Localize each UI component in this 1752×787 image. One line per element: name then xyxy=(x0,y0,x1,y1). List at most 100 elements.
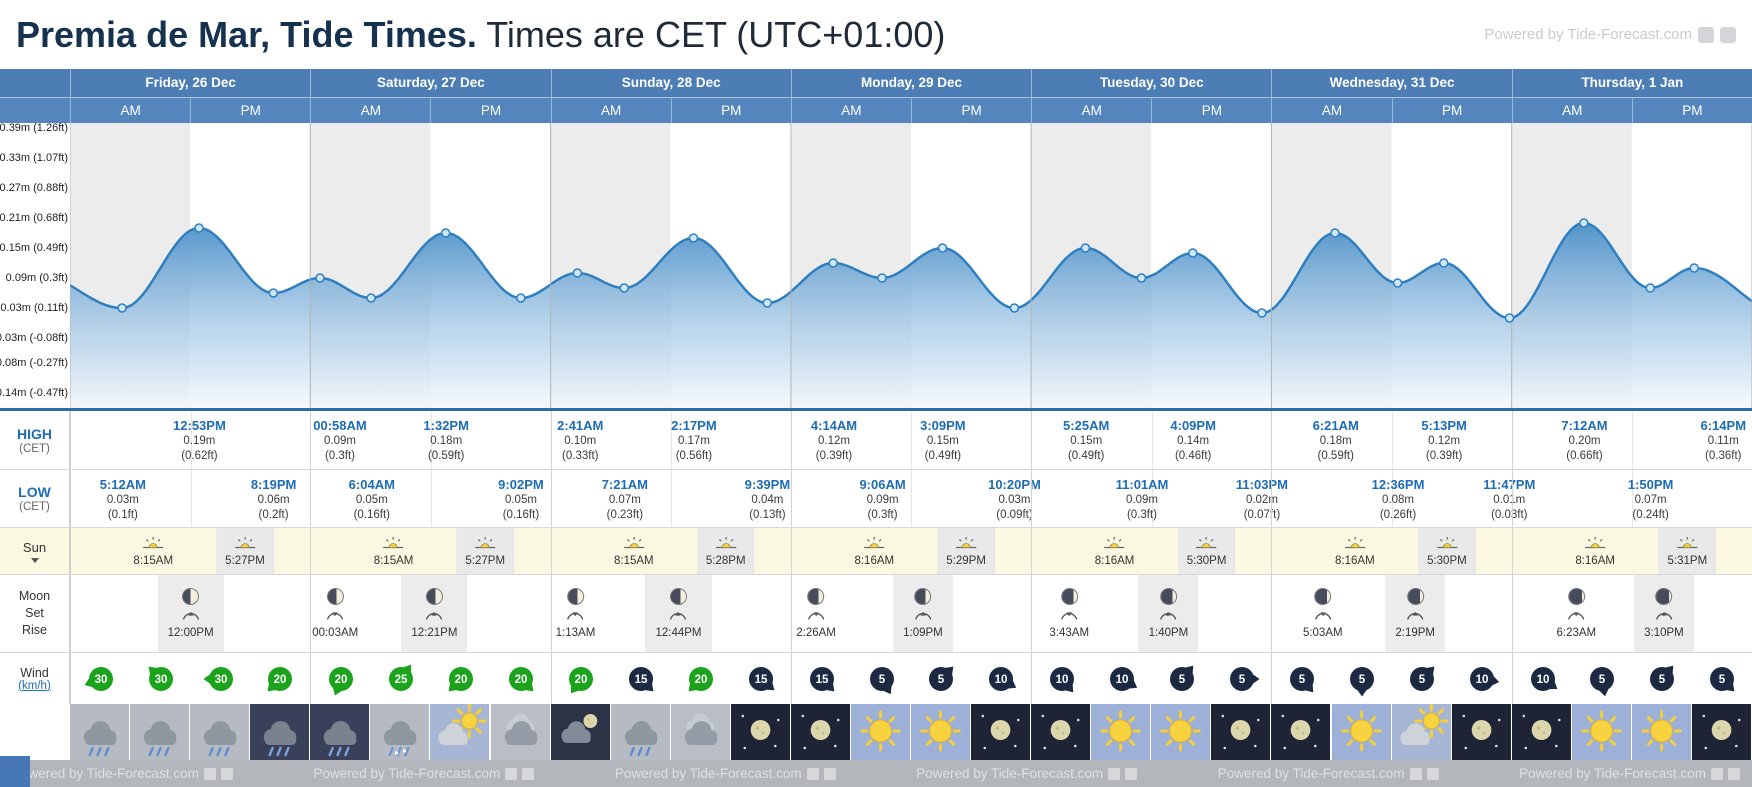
share-badge-icon[interactable] xyxy=(1698,26,1714,43)
ampm-label-am: AM xyxy=(310,98,430,123)
weather-icon-clear-night xyxy=(1031,704,1092,760)
half-day-separator xyxy=(671,470,673,527)
sunrise-time: 8:15AM xyxy=(133,554,174,567)
sunset-time: 5:30PM xyxy=(1427,554,1467,567)
tide-height-m: 0.09m xyxy=(866,494,899,507)
weather-icon-clear-night xyxy=(790,704,851,760)
wind-indicator: 5 xyxy=(1644,661,1680,697)
wind-speed: 20 xyxy=(454,674,467,686)
moon-time: 12:00PM xyxy=(167,627,214,639)
sunrise-time: 8:16AM xyxy=(1094,554,1135,567)
moon-rise-label-text: Rise xyxy=(21,622,47,637)
tide-time: 11:01AM xyxy=(1115,477,1169,492)
half-day-separator xyxy=(1151,411,1153,469)
wind-speed: 5 xyxy=(1299,674,1306,686)
powered-by-text: Powered by Tide-Forecast.com xyxy=(1519,766,1706,781)
tide-height-ft: (0.1ft) xyxy=(107,508,138,521)
weather-icon-sunny xyxy=(1091,704,1152,760)
wind-indicator: 5 xyxy=(1164,661,1200,697)
wind-indicator: 15 xyxy=(804,661,840,697)
tide-time: 4:14AM xyxy=(810,418,858,433)
powered-by-footer: Powered by Tide-Forecast.com xyxy=(615,766,836,781)
caret-down-icon[interactable] xyxy=(30,557,39,563)
weather-icon-sunny xyxy=(911,704,972,760)
wind-indicator: 20 xyxy=(503,661,539,697)
tide-height-m: 0.18m xyxy=(1319,435,1352,448)
sunrise-icon xyxy=(623,536,645,554)
moon-rise-entry: 1:40PM xyxy=(1138,575,1199,652)
sunrise-icon xyxy=(1344,536,1366,554)
day-cell: 20 25 20 20 xyxy=(310,653,550,704)
low-tide-entry: 10:20PM 0.03m (0.09ft) xyxy=(988,477,1041,522)
tide-height-m: 0.05m xyxy=(355,494,388,507)
wind-speed: 15 xyxy=(815,674,828,686)
sunrise-time: 8:16AM xyxy=(1575,554,1615,567)
weather-icon-night-rain xyxy=(310,704,371,760)
high-tide-entry: 7:12AM 0.20m (0.66ft) xyxy=(1561,418,1607,463)
wind-indicator: 5 xyxy=(864,661,900,697)
day-header: Thursday, 1 Jan xyxy=(1511,69,1752,97)
ampm-label-am: AM xyxy=(550,98,671,123)
day-header: Monday, 29 Dec xyxy=(790,69,1031,97)
sun-label-text: Sun xyxy=(22,539,47,555)
moon-rise-entry: 3:10PM xyxy=(1634,575,1694,652)
tide-height-ft: (0.39ft) xyxy=(815,449,853,462)
moon-rise-icon xyxy=(914,607,932,625)
tide-time: 6:21AM xyxy=(1312,418,1359,433)
tide-time: 2:41AM xyxy=(557,418,604,433)
moon-set-icon xyxy=(326,607,344,625)
ampm-label-am: AM xyxy=(70,98,190,123)
high-label-text: HIGH xyxy=(17,425,52,442)
wind-speed: 5 xyxy=(878,674,885,686)
sunset-icon xyxy=(955,536,977,554)
bottom-left-blue-box xyxy=(0,756,30,787)
weather-icon-clear-night xyxy=(971,704,1032,760)
weather-row xyxy=(0,704,1752,760)
badge-icon xyxy=(806,767,819,780)
high-tide-row: HIGH (CET) 12:53PM 0.19m (0.62ft) 00:58AM 0.… xyxy=(0,411,1752,470)
moon-rise-entry: 12:44PM xyxy=(645,575,712,652)
powered-by-text: Powered by Tide-Forecast.com xyxy=(916,766,1104,781)
tide-time: 5:25AM xyxy=(1063,418,1110,433)
chart-bottom-rule xyxy=(0,408,1752,411)
wind-indicator: 15 xyxy=(743,661,779,697)
high-label-tz: (CET) xyxy=(19,442,50,455)
wind-unit-link[interactable]: (km/h) xyxy=(18,679,51,692)
info-badge-icon[interactable] xyxy=(1720,26,1736,43)
moon-time: 12:21PM xyxy=(411,627,458,639)
powered-by-footer: Powered by Tide-Forecast.com xyxy=(12,766,233,781)
moon-rise-entry: 1:09PM xyxy=(893,575,953,652)
moon-row: Moon Set Rise 12:00PM 00:03AM 12:21PM 1:13A… xyxy=(0,575,1752,653)
low-tide-entry: 12:36PM 0.08m (0.26ft) xyxy=(1372,477,1425,522)
half-day-separator xyxy=(1632,470,1634,527)
tide-height-m: 0.05m xyxy=(504,494,537,507)
sunset-time: 5:30PM xyxy=(1186,554,1227,567)
sunrise-time: 8:16AM xyxy=(1335,554,1375,567)
tide-height-ft: (0.03ft) xyxy=(1491,508,1528,521)
moon-rise-icon xyxy=(1159,607,1177,625)
half-day-separator xyxy=(671,411,673,469)
wind-indicator: 5 xyxy=(923,661,959,697)
moon-phase-icon xyxy=(1406,588,1424,605)
wind-indicator: 15 xyxy=(623,661,659,697)
wind-indicator: 20 xyxy=(262,661,298,697)
tide-height-ft: (0.23ft) xyxy=(606,508,644,521)
tide-height-ft: (0.3ft) xyxy=(867,508,898,521)
high-tide-entry: 4:09PM 0.14m (0.46ft) xyxy=(1170,418,1216,463)
wind-indicator: 30 xyxy=(143,661,179,697)
tide-time: 5:12AM xyxy=(99,477,146,492)
tide-height-ft: (0.16ft) xyxy=(502,508,540,521)
moon-rise-entry: 12:21PM xyxy=(401,575,468,652)
moon-rise-icon xyxy=(425,607,443,625)
day-cell: 00:58AM 0.09m (0.3ft) 1:32PM 0.18m (0.59ft) xyxy=(310,411,550,469)
wind-indicator: 5 xyxy=(1344,661,1380,697)
am-pm-row: AM PM AM PM AM PM AM PM AM PM AM PM AM PM xyxy=(0,97,1752,123)
low-tide-entry: 8:19PM 0.06m (0.2ft) xyxy=(251,477,297,522)
day-cell: 8:16AM 5:31PM xyxy=(1511,528,1752,574)
tide-time: 12:36PM xyxy=(1371,477,1425,492)
tide-height-ft: (0.36ft) xyxy=(1705,449,1742,462)
wind-speed: 5 xyxy=(1599,674,1606,686)
tide-height-m: 0.04m xyxy=(751,494,784,507)
wind-speed: 30 xyxy=(214,674,227,686)
weather-icon-partly-sunny xyxy=(430,704,491,760)
